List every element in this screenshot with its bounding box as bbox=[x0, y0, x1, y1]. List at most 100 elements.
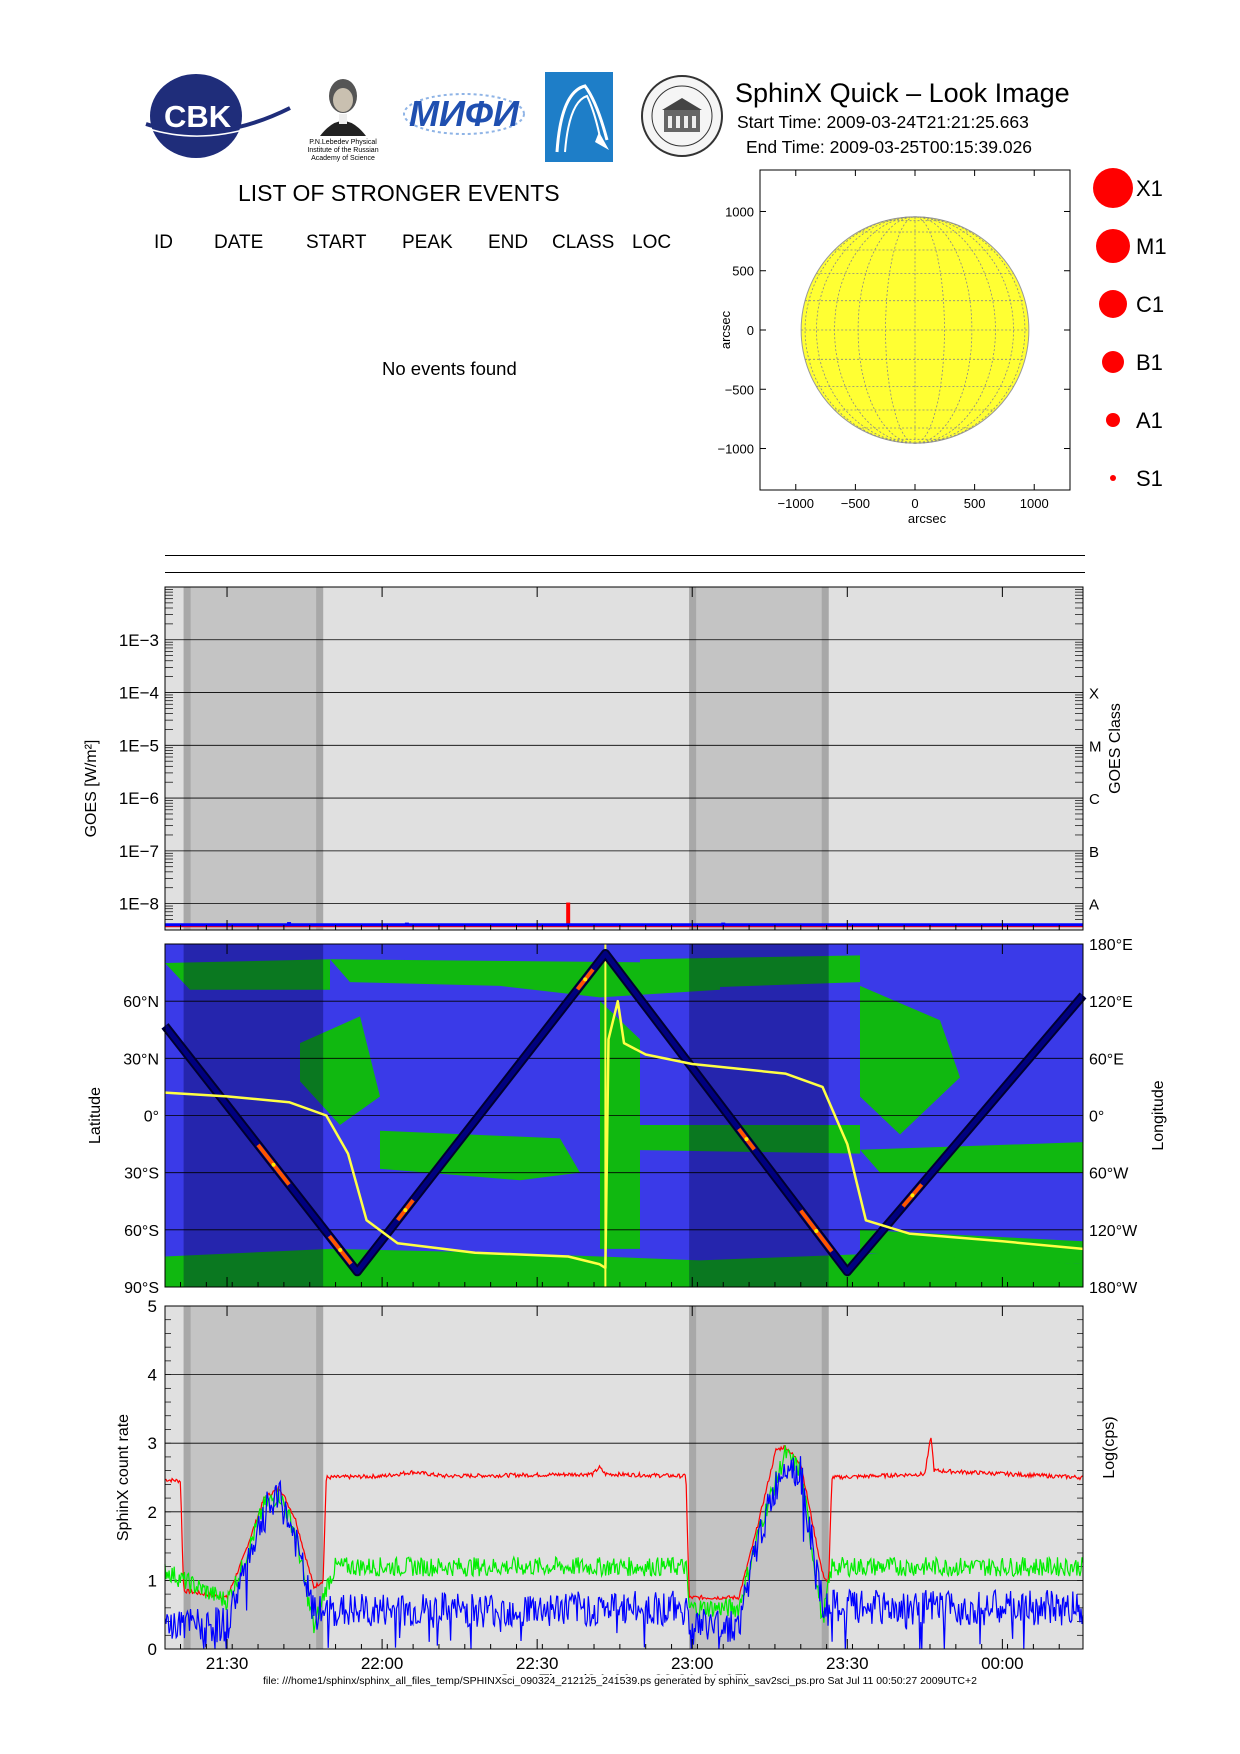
legend-label-b1: B1 bbox=[1136, 350, 1163, 375]
rate-y-tick-label: 1 bbox=[148, 1571, 157, 1590]
goes-class-label: X bbox=[1089, 686, 1099, 703]
goes-y-tick-label: 1E−6 bbox=[119, 789, 159, 808]
size-legend-markers bbox=[1093, 168, 1133, 481]
x-tick-label: 22:00 bbox=[361, 1654, 404, 1673]
goes-y-tick-label: 1E−3 bbox=[119, 631, 159, 650]
footer-file-info: file: ///home1/sphinx/sphinx_all_files_t… bbox=[263, 1675, 977, 1687]
cbk-logo-text: CBK bbox=[164, 99, 232, 134]
legend-label-a1: A1 bbox=[1136, 408, 1163, 433]
disk-longitude-line bbox=[815, 216, 916, 444]
goes-class-label: B bbox=[1089, 844, 1099, 861]
disk-longitude-line bbox=[914, 216, 1015, 444]
x-tick-label: 23:30 bbox=[826, 1654, 869, 1673]
eclipse-band bbox=[689, 1306, 829, 1649]
disk-longitude-line bbox=[914, 216, 996, 444]
eclipse-band-edge bbox=[689, 1306, 697, 1649]
goes-y-axis-label: GOES [W/m²] bbox=[83, 740, 100, 838]
lebedev-caption-1: P.N.Lebedev Physical bbox=[309, 139, 377, 146]
disk-x-tick-label: −1000 bbox=[778, 496, 815, 511]
legend-marker-a1 bbox=[1106, 413, 1120, 427]
mifi-logo: МИФИ bbox=[400, 84, 528, 144]
separator-line-1 bbox=[165, 555, 1085, 556]
goes-y-tick-label: 1E−8 bbox=[119, 895, 159, 914]
disk-longitude-line bbox=[804, 216, 916, 444]
disk-y-tick-label: 1000 bbox=[725, 204, 754, 219]
orbit-y-axis-label: Latitude bbox=[87, 1087, 104, 1144]
cbk-logo-subtext: PAN bbox=[248, 88, 263, 108]
events-col-id: ID bbox=[154, 232, 173, 253]
orbit-right-tick-label: 60°W bbox=[1089, 1166, 1129, 1183]
orbit-particle-region bbox=[620, 1125, 860, 1154]
disk-x-tick-label: 1000 bbox=[1020, 496, 1049, 511]
orbit-y-tick-label: 30°S bbox=[124, 1166, 159, 1183]
events-col-loc: LOC bbox=[632, 232, 672, 253]
rate-series-0 bbox=[164, 1437, 1084, 1602]
no-events-message: No events found bbox=[382, 358, 517, 379]
disk-longitude-line bbox=[857, 216, 916, 444]
orbit-right-tick-label: 180°W bbox=[1089, 1280, 1138, 1297]
lebedev-caption-3: Academy of Science bbox=[311, 155, 375, 162]
orbit-right-tick-label: 60°E bbox=[1089, 1051, 1124, 1068]
x-tick-label: 22:30 bbox=[516, 1654, 559, 1673]
goes-class-label: M bbox=[1089, 738, 1102, 755]
orbit-hot-core bbox=[338, 1247, 343, 1252]
orbit-hot-core bbox=[271, 1162, 276, 1167]
disk-x-tick-label: 500 bbox=[964, 496, 986, 511]
orbit-hot-core bbox=[403, 1208, 408, 1213]
rate-right-axis-label: Log(cps) bbox=[1101, 1416, 1118, 1478]
legend-label-c1: C1 bbox=[1136, 292, 1165, 317]
orbit-right-tick-label: 120°W bbox=[1089, 1223, 1138, 1240]
time-series-charts: 1E−8 1E−7 1E−6 1E−5 1E−4 1E−3 A B C M X GOES [W/m²]… bbox=[83, 586, 1167, 1675]
cbk-logo: CBK PAN bbox=[144, 72, 292, 162]
eclipse-band bbox=[183, 1306, 324, 1649]
rate-y-tick-label: 4 bbox=[148, 1366, 157, 1385]
orbit-particle-region bbox=[380, 1130, 580, 1181]
goes-spike bbox=[566, 902, 571, 926]
events-col-peak: PEAK bbox=[402, 232, 453, 253]
disk-y-tick-label: 0 bbox=[747, 323, 754, 338]
goes-plot-frame bbox=[164, 586, 1084, 931]
lebedev-caption-2: Institute of the Russian bbox=[307, 147, 378, 154]
page-title: SphinX Quick – Look Image bbox=[735, 78, 1070, 108]
legend-marker-m1 bbox=[1096, 229, 1130, 263]
events-col-class: CLASS bbox=[552, 232, 615, 253]
orbit-y-tick-label: 60°N bbox=[123, 994, 159, 1011]
disk-longitude-line bbox=[834, 216, 916, 444]
events-col-date: DATE bbox=[214, 232, 264, 253]
goes-spike bbox=[404, 922, 409, 925]
eclipse-band bbox=[689, 587, 829, 930]
disk-y-tick-label: −1000 bbox=[717, 442, 754, 457]
eclipse-band-edge bbox=[316, 1306, 324, 1649]
solar-disk-chart: −1000 −500 0 500 1000 −1000 −500 0 500 1000 arcsec… bbox=[717, 169, 1071, 526]
rate-y-axis-label: SphinX count rate bbox=[115, 1414, 132, 1541]
orbit-hot-core bbox=[814, 1228, 819, 1233]
legend-marker-x1 bbox=[1093, 168, 1133, 208]
orbit-particle-region bbox=[860, 1142, 1083, 1173]
legend-label-x1: X1 bbox=[1136, 176, 1163, 201]
disk-longitude-line bbox=[885, 216, 916, 444]
goes-spike bbox=[287, 922, 292, 925]
eclipse-band-edge bbox=[316, 587, 324, 930]
eclipse-band-edge bbox=[821, 587, 829, 930]
legend-label-s1: S1 bbox=[1136, 466, 1163, 491]
goes-y-tick-label: 1E−5 bbox=[119, 736, 159, 755]
rate-y-tick-label: 3 bbox=[148, 1434, 157, 1453]
orbit-hot-core bbox=[910, 1193, 915, 1198]
rate-plot-frame bbox=[164, 1305, 1084, 1650]
goes-class-label: C bbox=[1089, 791, 1100, 808]
events-col-end: END bbox=[488, 232, 529, 253]
lebedev-logo: P.N.Lebedev Physical Institute of the Ru… bbox=[298, 70, 388, 162]
eclipse-band-edge bbox=[183, 1306, 191, 1649]
university-seal bbox=[640, 74, 724, 158]
eclipse-band-edge bbox=[689, 587, 697, 930]
orbit-track bbox=[163, 951, 1085, 1275]
goes-class-label: A bbox=[1089, 897, 1099, 914]
x-tick-label: 23:00 bbox=[671, 1654, 714, 1673]
rate-x-axis-label: Start Time (24–Mar–09 21:21:25) bbox=[499, 1671, 749, 1675]
orbit-right-tick-label: 0° bbox=[1089, 1109, 1104, 1126]
orbit-curve-yellow bbox=[164, 999, 1084, 1270]
disk-y-axis-label: arcsec bbox=[718, 310, 733, 349]
disk-longitude-line bbox=[914, 216, 973, 444]
x-tick-label: 00:00 bbox=[981, 1654, 1024, 1673]
